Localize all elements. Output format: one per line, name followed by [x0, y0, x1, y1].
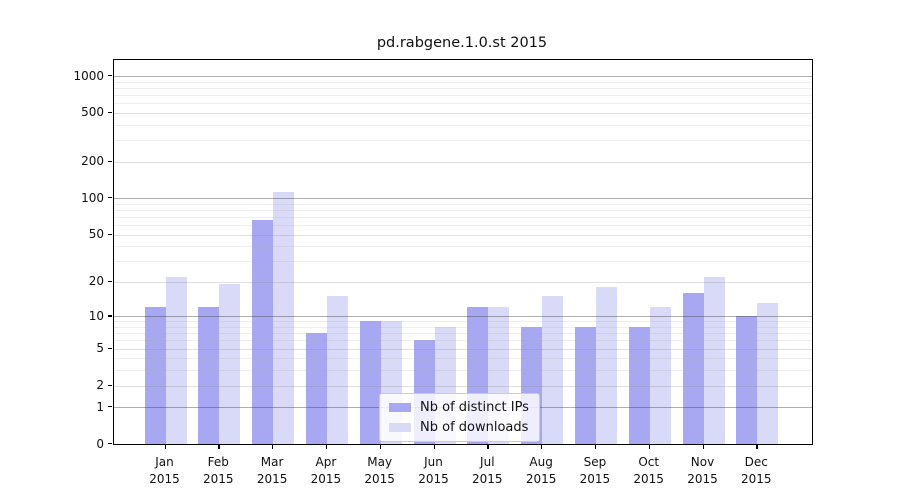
ytick-mark-10 [108, 315, 112, 317]
bar-downloads-dec [757, 303, 779, 444]
ytick-mark-20 [108, 280, 112, 283]
xtick-label-oct: Oct 2015 [621, 454, 677, 487]
ytick-label-50: 50 [88, 227, 104, 242]
xtick-label-jan: Jan 2015 [137, 454, 193, 487]
xtick-month: Dec [744, 455, 768, 469]
legend-row-downloads: Nb of downloads [389, 420, 529, 435]
xtick-month: Jun [424, 455, 443, 469]
ytick-label-1: 1 [96, 399, 104, 414]
xtick-year: 2015 [525, 471, 557, 486]
ytick-label-10: 10 [88, 308, 104, 323]
ytick-mark-50 [108, 233, 112, 235]
xtick-label-jun: Jun 2015 [406, 454, 462, 487]
xtick-mark-may [379, 445, 381, 449]
bar-ips-dec [736, 316, 758, 444]
xtick-year: 2015 [364, 471, 395, 486]
xtick-mark-feb [218, 445, 220, 449]
bar-ips-mar [252, 220, 274, 444]
xtick-label-jul: Jul 2015 [459, 454, 515, 487]
bars-layer [114, 60, 812, 444]
bar-downloads-apr [326, 296, 348, 444]
bar-downloads-oct [649, 307, 671, 444]
xtick-mark-mar [272, 445, 274, 449]
xtick-month: Sep [583, 455, 607, 469]
bar-ips-feb [198, 307, 220, 444]
xtick-year: 2015 [149, 471, 180, 486]
bar-downloads-jan [165, 277, 187, 444]
xtick-month: Apr [315, 455, 337, 469]
xtick-mark-apr [325, 445, 328, 449]
xtick-label-sep: Sep 2015 [567, 454, 623, 487]
xtick-mark-aug [541, 445, 543, 449]
ytick-mark-0 [108, 443, 112, 445]
xtick-mark-dec [756, 445, 758, 449]
xtick-label-may: May 2015 [352, 454, 408, 487]
xtick-month: Jul [480, 455, 495, 469]
bar-downloads-aug [542, 296, 564, 444]
bar-downloads-sep [595, 287, 617, 444]
bar-ips-apr [305, 333, 327, 444]
ytick-label-0: 0 [96, 436, 104, 451]
xtick-month: Oct [638, 455, 660, 469]
bar-ips-sep [574, 327, 596, 444]
ytick-label-500: 500 [81, 105, 104, 120]
xtick-month: Aug [529, 455, 553, 469]
xtick-year: 2015 [418, 471, 449, 486]
xtick-mark-jun [433, 445, 435, 449]
ytick-label-20: 20 [88, 274, 104, 289]
xtick-mark-sep [594, 445, 597, 449]
xtick-mark-jan [164, 445, 166, 449]
ytick-mark-2 [108, 384, 112, 386]
legend-label-downloads: Nb of downloads [420, 420, 529, 435]
ytick-mark-500 [108, 111, 112, 114]
xtick-label-dec: Dec 2015 [728, 454, 784, 487]
xtick-year: 2015 [687, 471, 718, 486]
xtick-year: 2015 [472, 471, 503, 486]
xtick-label-mar: Mar 2015 [244, 454, 300, 487]
ytick-label-2: 2 [96, 378, 104, 392]
bar-ips-may [359, 321, 381, 444]
xtick-label-aug: Aug 2015 [513, 454, 569, 487]
xtick-label-nov: Nov 2015 [675, 454, 731, 487]
xtick-label-feb: Feb 2015 [190, 454, 246, 487]
bar-ips-oct [628, 327, 650, 444]
legend-row-ips: Nb of distinct IPs [389, 400, 529, 415]
xtick-month: Feb [207, 455, 229, 469]
xtick-month: Mar [260, 455, 284, 469]
bar-downloads-feb [219, 284, 241, 444]
xtick-month: Jan [155, 455, 174, 469]
xtick-year: 2015 [256, 471, 288, 486]
ytick-label-200: 200 [81, 154, 104, 168]
xtick-label-apr: Apr 2015 [298, 454, 354, 487]
ytick-mark-200 [108, 160, 112, 162]
xtick-mark-jul [487, 445, 489, 449]
legend-label-ips: Nb of distinct IPs [420, 400, 529, 415]
ytick-mark-5 [108, 347, 112, 349]
ytick-label-100: 100 [81, 190, 104, 205]
ytick-mark-100 [108, 197, 112, 199]
plot-area: Nb of distinct IPs Nb of downloads [113, 59, 813, 445]
ytick-mark-1 [108, 406, 112, 408]
xtick-year: 2015 [203, 471, 234, 486]
xtick-year: 2015 [633, 471, 664, 486]
xtick-mark-oct [648, 445, 650, 449]
legend: Nb of distinct IPs Nb of downloads [379, 393, 540, 442]
legend-swatch-ips [389, 402, 411, 413]
ytick-label-1000: 1000 [73, 68, 104, 83]
xtick-year: 2015 [310, 471, 342, 486]
xtick-year: 2015 [579, 471, 611, 486]
bar-ips-jan [144, 307, 166, 444]
xtick-year: 2015 [741, 471, 772, 486]
xtick-mark-nov [702, 445, 704, 449]
chart-title: pd.rabgene.1.0.st 2015 [376, 35, 548, 51]
xtick-month: May [367, 455, 393, 469]
ytick-label-5: 5 [96, 341, 104, 356]
bar-downloads-mar [273, 191, 295, 444]
xtick-month: Nov [690, 455, 715, 469]
legend-swatch-downloads [389, 422, 411, 433]
bar-ips-nov [682, 293, 704, 444]
ytick-mark-1000 [108, 75, 112, 77]
bar-downloads-nov [703, 277, 725, 444]
